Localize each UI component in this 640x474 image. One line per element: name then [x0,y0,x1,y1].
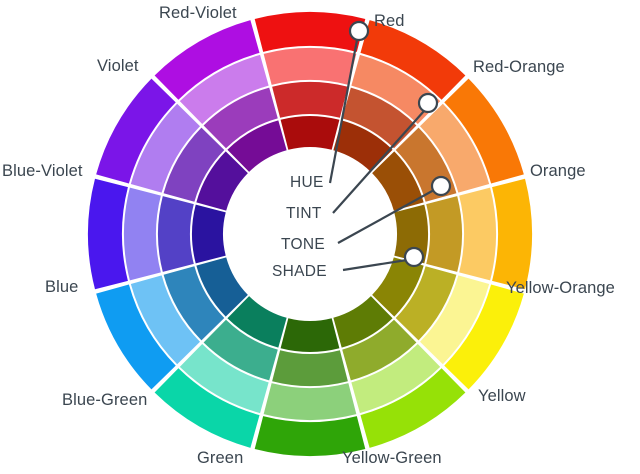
wheel-segment [342,319,417,381]
wheel-segment [444,78,524,184]
wheel-segment [426,196,462,272]
wheel-segment [124,187,161,281]
wheel-segment [130,275,201,365]
wheel-segment [163,127,225,202]
wheel-segment [272,82,348,118]
wheel-segment [419,103,490,193]
wheel-segment [96,78,176,184]
callout-tone-line [337,189,435,244]
label-red-orange: Red-Orange [473,58,565,76]
callout-dots [348,20,452,268]
wheel-segment [372,151,424,211]
wheel-segment [154,368,260,448]
wheel-segment [360,20,466,100]
callout-hue-dot [348,20,370,42]
wheel-segment [96,284,176,390]
wheel-segment [196,151,248,211]
callout-hue-label: HUE [290,174,324,191]
label-yellow-orange: Yellow-Orange [506,279,615,297]
wheel-segment [163,266,225,341]
callout-hue-line [328,39,359,184]
wheel-segment [492,178,532,290]
callout-tone-dot [430,175,452,197]
label-yellow: Yellow [478,387,526,405]
wheel-segment [203,87,278,149]
callout-leader-lines [328,39,435,272]
callout-tone-label: TONE [281,236,325,253]
wheel-segment [333,120,393,172]
wheel-segment [342,87,417,149]
label-blue: Blue [45,278,79,296]
label-violet: Violet [97,57,139,75]
label-yellow-green: Yellow-Green [342,449,442,467]
wheel-segment [372,257,424,317]
wheel-segment [254,11,366,52]
wheel-segment [130,103,201,193]
wheel-segment [360,368,466,448]
wheel-segment [154,20,260,100]
wheel-segment [263,383,357,420]
wheel-segment [179,343,269,414]
wheel-segment [444,284,524,390]
label-blue-violet: Blue-Violet [2,162,83,180]
wheel-segment [459,187,496,281]
wheel-segment [333,296,393,348]
wheel-segment [254,416,366,456]
wheel-segment [158,196,194,272]
wheel-segment [272,350,348,386]
wheel-segment [419,275,490,365]
wheel-segment [280,115,340,150]
label-orange: Orange [530,162,586,180]
callout-tint-label: TINT [286,205,322,222]
wheel-segment [87,178,128,290]
callout-shade-dot [403,246,425,268]
label-green: Green [197,449,244,467]
wheel-segment [203,319,278,381]
callout-shade-line [342,258,408,272]
wheel-segment [351,343,441,414]
callout-tint-dot [417,92,439,114]
label-blue-green: Blue-Green [62,391,148,409]
wheel-segment [280,318,340,352]
wheel-segment [263,47,357,85]
label-red-violet: Red-Violet [159,4,237,22]
wheel-segment [196,257,248,317]
callout-shade-label: SHADE [272,263,327,280]
wheel-segment [191,204,226,264]
wheel-segment [227,296,287,348]
wheel-segment [179,54,269,125]
wheel-segment [227,120,287,172]
callout-tint-line [332,110,425,214]
wheel-segments [87,11,532,456]
label-red: Red [374,12,405,30]
wheel-segment [351,54,441,125]
wheel-segment [395,266,457,341]
